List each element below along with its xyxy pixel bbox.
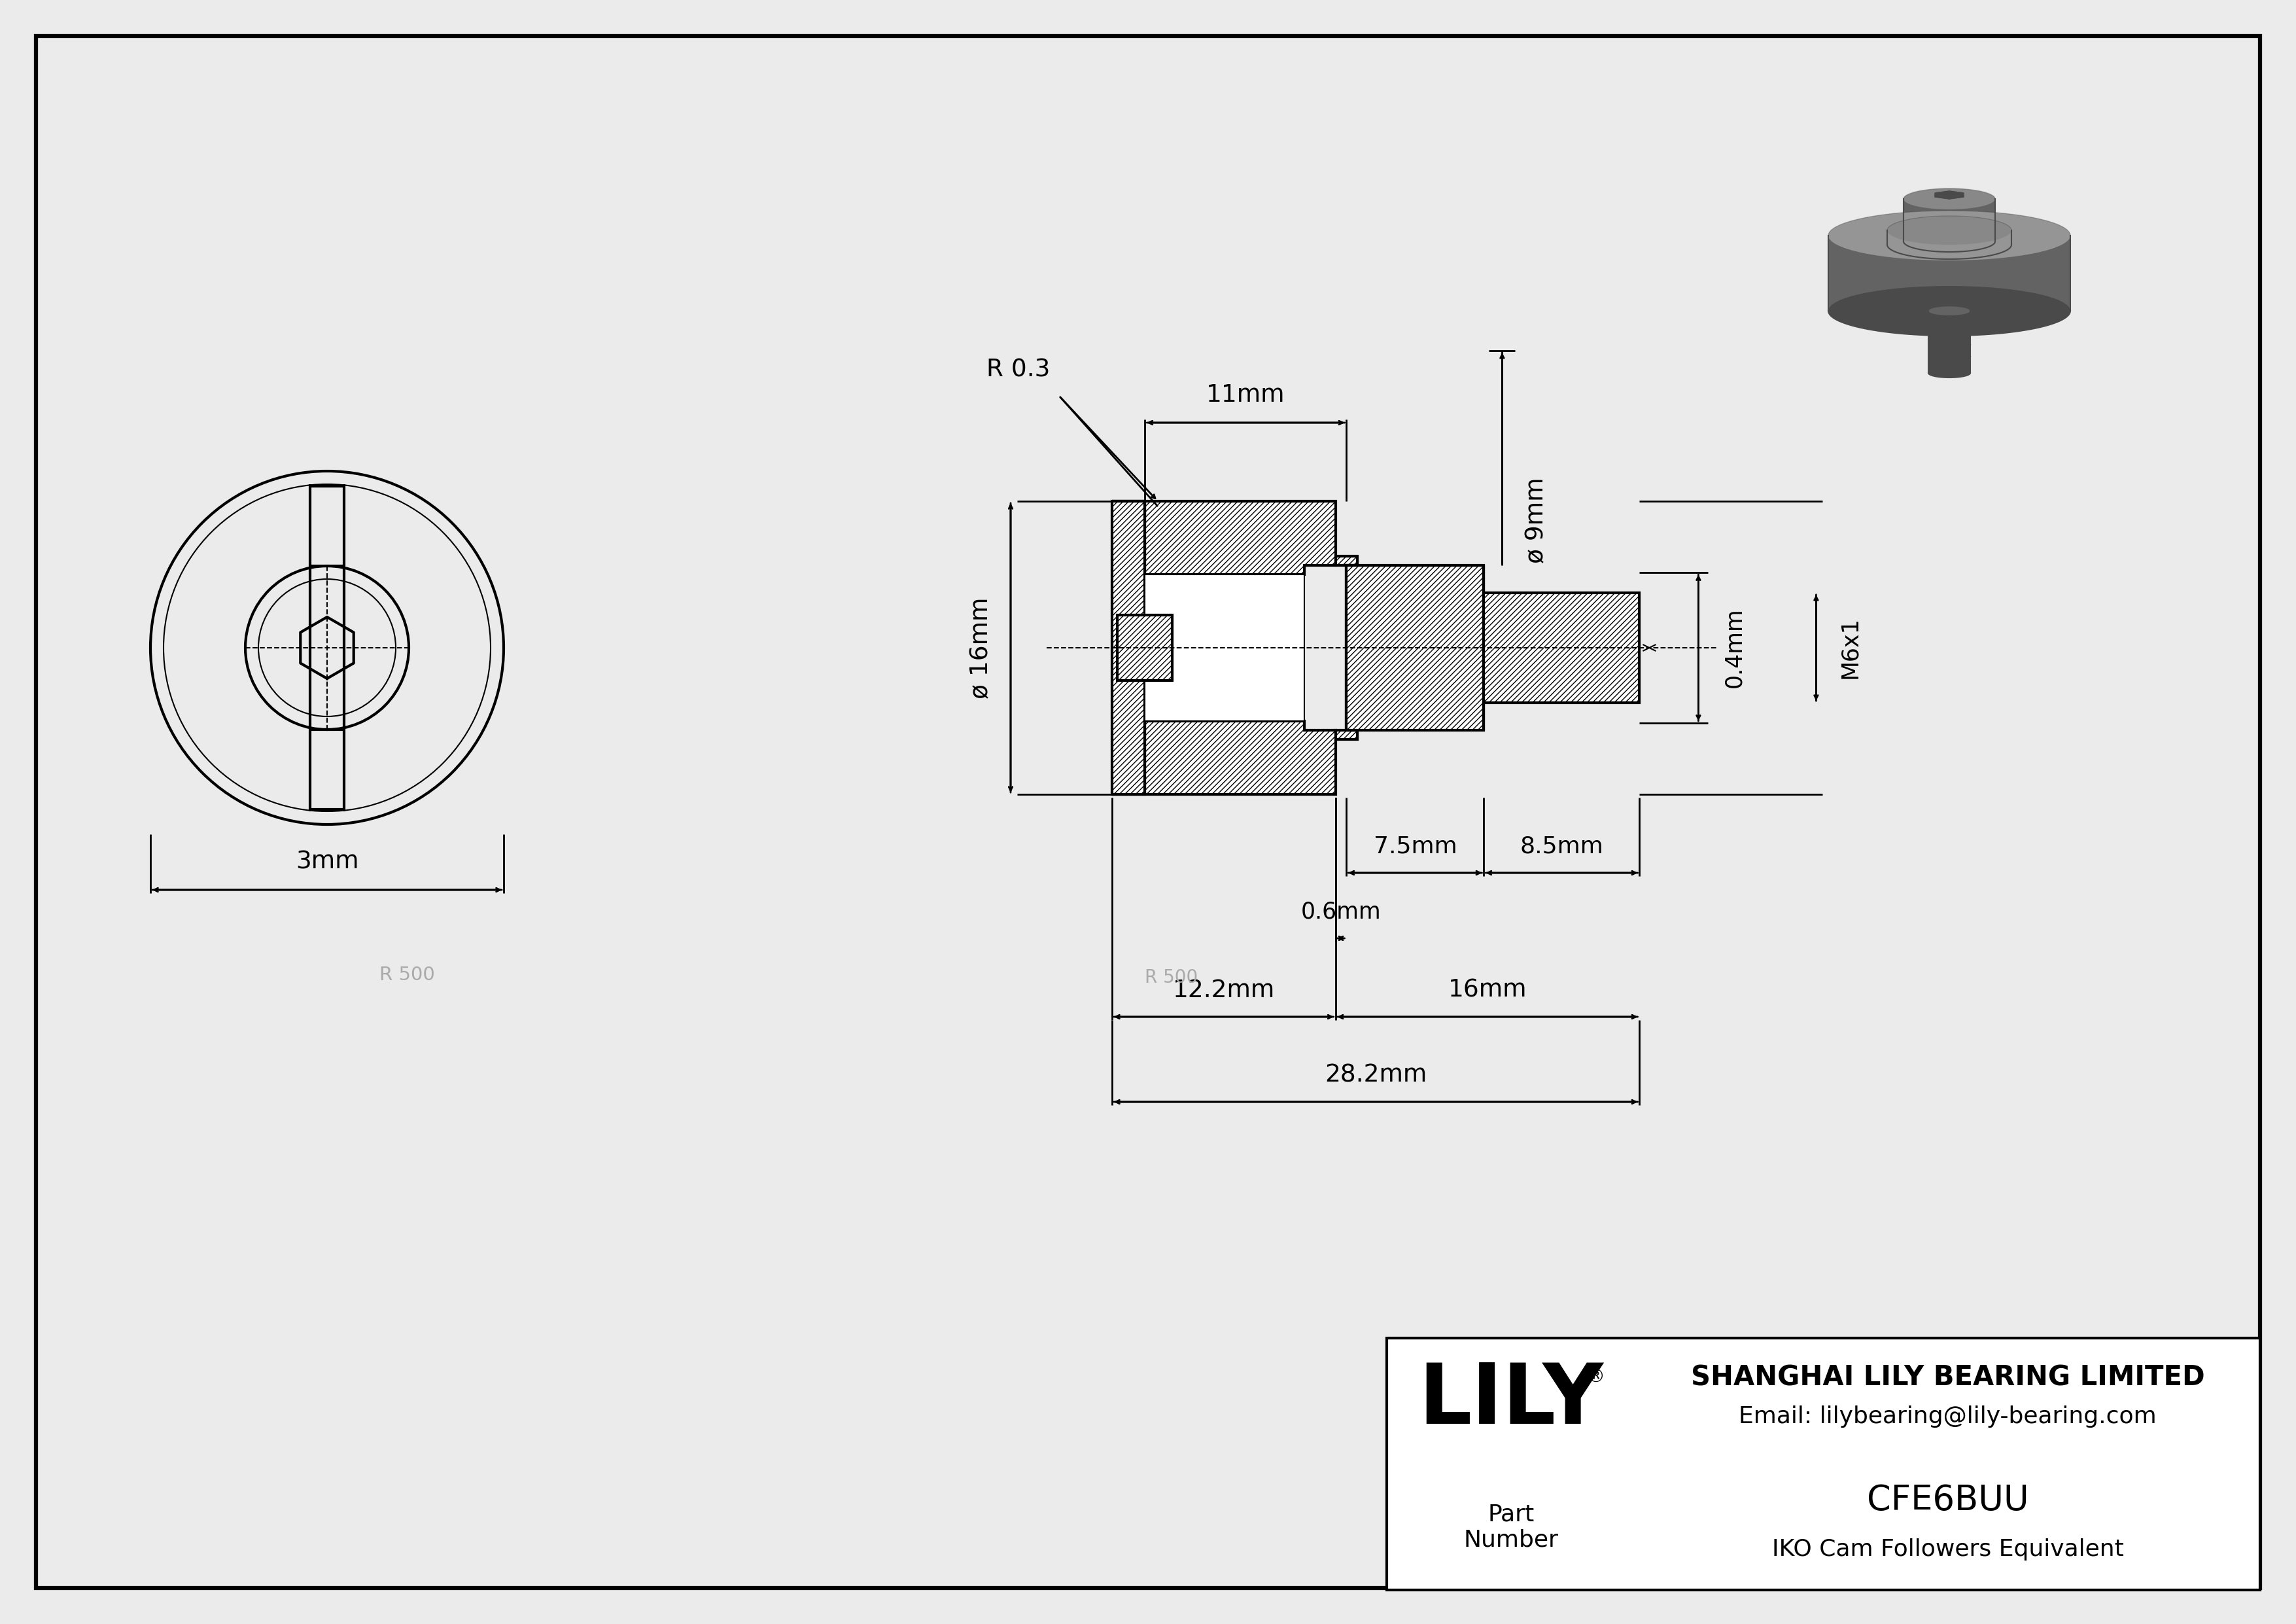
Text: ø 9mm: ø 9mm [1525,477,1548,564]
Ellipse shape [1828,211,2071,260]
Text: Email: lilybearing@lily-bearing.com: Email: lilybearing@lily-bearing.com [1738,1405,2156,1427]
Bar [1387,1338,2259,1590]
Ellipse shape [1903,188,1995,209]
Text: M6x1: M6x1 [1839,617,1862,679]
Ellipse shape [1903,231,1995,252]
Text: 3mm: 3mm [296,851,358,874]
Text: 12.2mm: 12.2mm [1173,979,1274,1002]
Ellipse shape [1929,369,1970,377]
Ellipse shape [1887,216,2011,245]
Text: Part
Number: Part Number [1463,1504,1559,1551]
Text: LILY: LILY [1419,1359,1603,1442]
Text: R 500: R 500 [1146,968,1199,987]
Text: R 500: R 500 [379,966,434,984]
Text: ø 16mm: ø 16mm [969,598,992,698]
Text: IKO Cam Followers Equivalent: IKO Cam Followers Equivalent [1773,1538,2124,1561]
Ellipse shape [1929,307,1970,315]
Polygon shape [1345,565,1357,731]
Text: 16mm: 16mm [1449,979,1527,1002]
Text: 28.2mm: 28.2mm [1325,1064,1426,1088]
Text: 11mm: 11mm [1205,383,1286,408]
Bar [1903,198,1995,242]
Text: 0.4mm: 0.4mm [1724,607,1745,689]
Bar [1929,310,1970,374]
Polygon shape [1336,731,1357,739]
Polygon shape [1111,721,1336,794]
Ellipse shape [1828,286,2071,336]
Ellipse shape [1887,231,2011,260]
Polygon shape [1345,565,1483,731]
Polygon shape [1111,502,1146,794]
Polygon shape [1118,615,1173,680]
Bar [1887,231,2011,245]
Polygon shape [1336,555,1357,565]
Bar [1828,235,2071,310]
Text: SHANGHAI LILY BEARING LIMITED: SHANGHAI LILY BEARING LIMITED [1690,1364,2204,1392]
Polygon shape [1483,593,1639,703]
Text: R 0.3: R 0.3 [987,359,1049,382]
Polygon shape [1936,192,1963,198]
Bar [1146,575,1304,721]
Text: 8.5mm: 8.5mm [1520,836,1603,857]
Text: CFE6BUU: CFE6BUU [1867,1483,2030,1517]
Polygon shape [1111,502,1336,575]
Text: 0.6mm: 0.6mm [1302,901,1382,922]
Text: ®: ® [1587,1367,1605,1387]
Text: 7.5mm: 7.5mm [1373,836,1458,857]
